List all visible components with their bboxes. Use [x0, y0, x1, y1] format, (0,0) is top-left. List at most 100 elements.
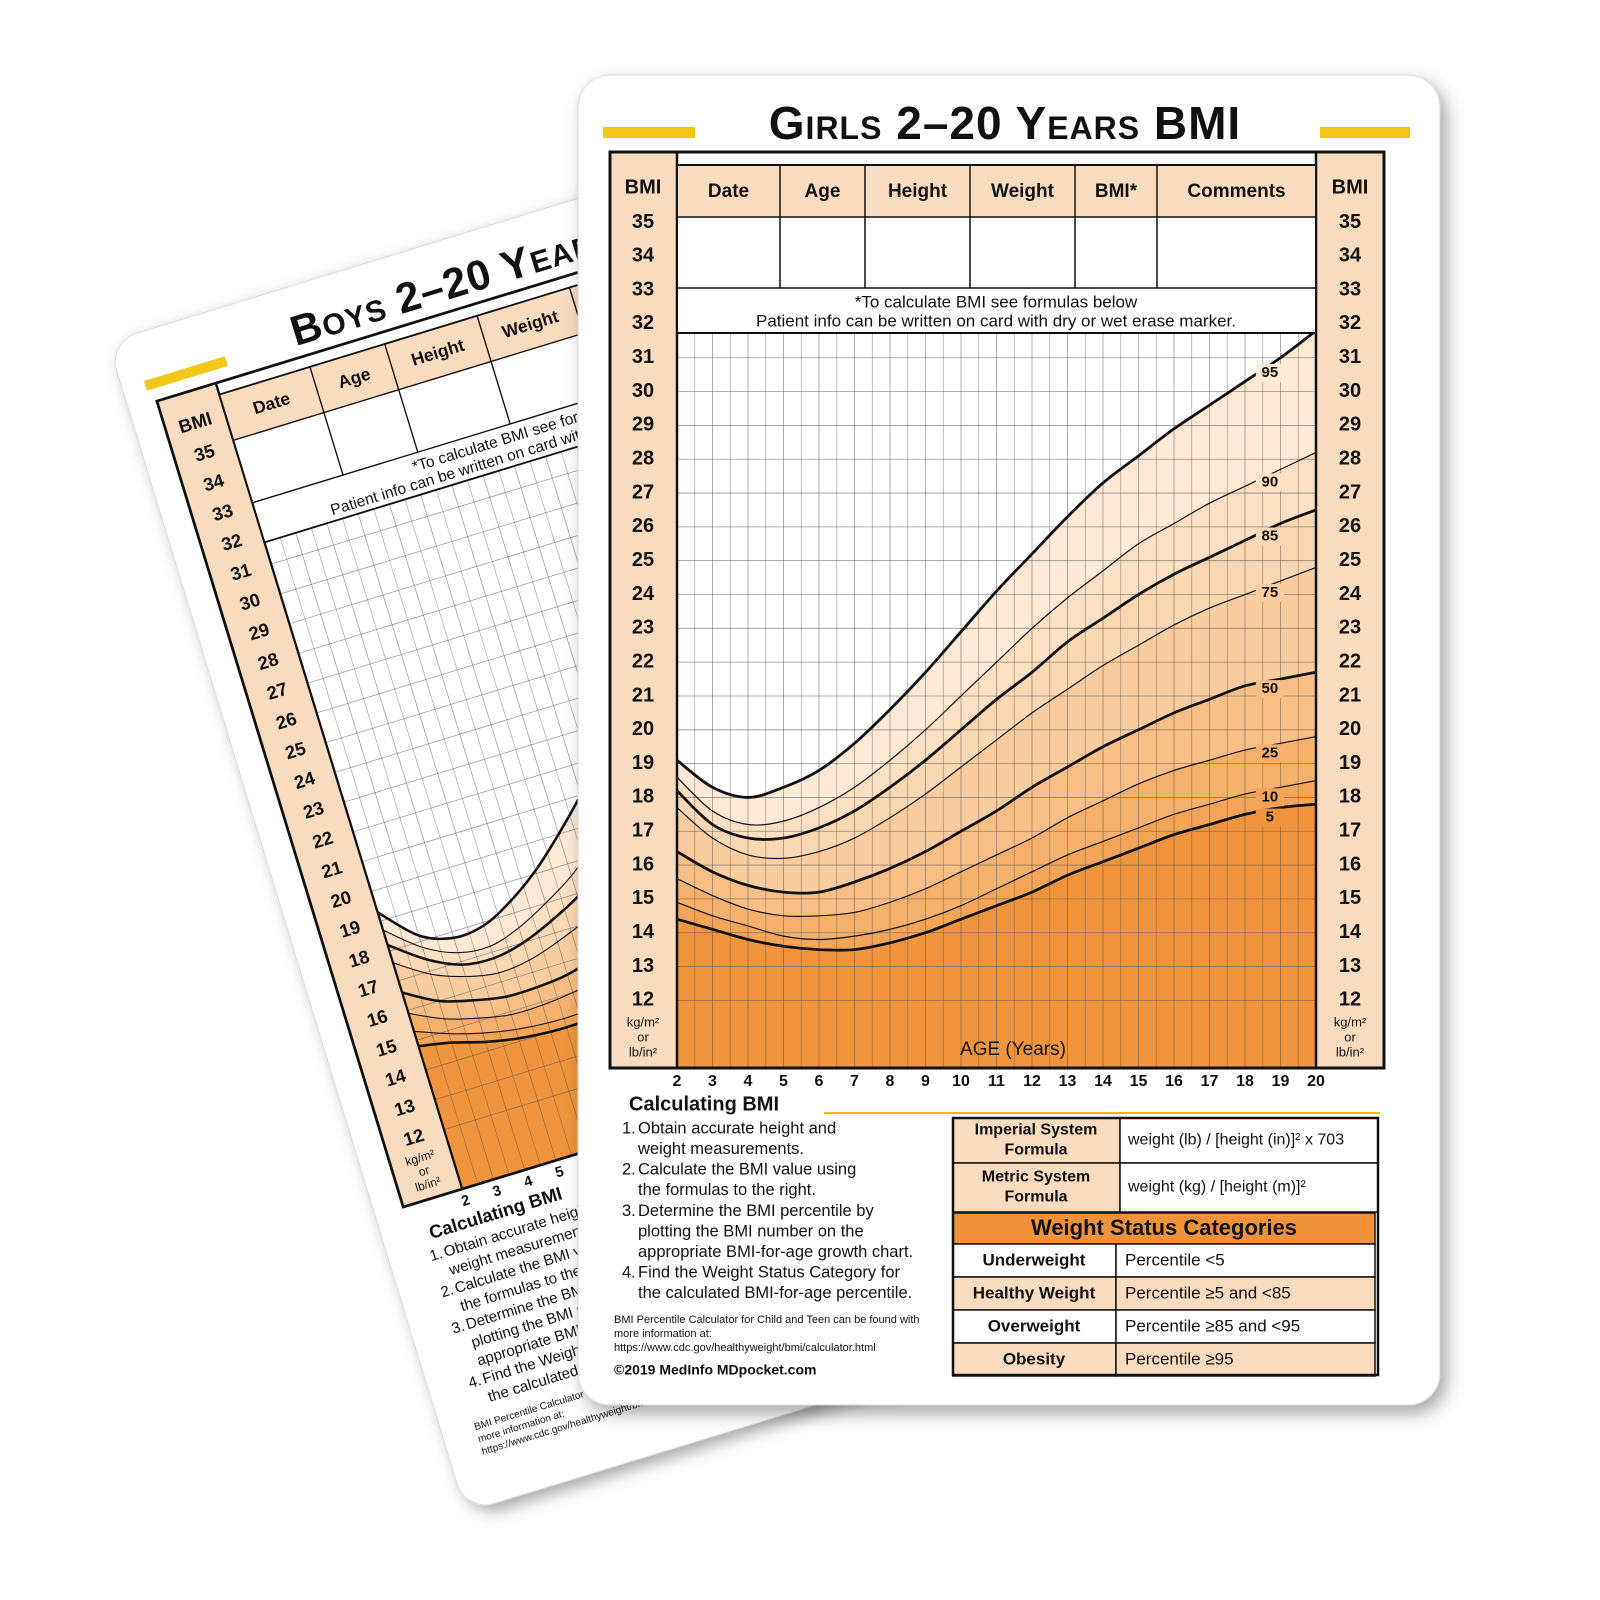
x-tick-label: 4 — [744, 1073, 753, 1090]
y-tick-label: 30 — [632, 380, 654, 402]
y-tick-label: 33 — [1339, 278, 1361, 300]
footnote: more information at: — [614, 1328, 712, 1340]
step-text: Find the Weight Status Category for — [638, 1264, 900, 1282]
record-table-head — [677, 165, 1316, 217]
y-tick-label: 20 — [1339, 718, 1361, 740]
step-number: 3. — [450, 1318, 467, 1338]
y-tick-label: 31 — [1339, 346, 1361, 368]
formula-cell — [1119, 1117, 1379, 1164]
step-text: the formulas to the right. — [638, 1181, 816, 1199]
category-cell — [1115, 1342, 1376, 1377]
table-header: Date — [708, 181, 749, 202]
right-column — [1316, 152, 1384, 1068]
category-name: Underweight — [983, 1250, 1086, 1269]
y-tick-label: 26 — [632, 515, 654, 537]
x-tick-label: 20 — [1307, 1073, 1325, 1090]
category-cell — [952, 1243, 1117, 1278]
table-note: *To calculate BMI see formulas below — [855, 292, 1138, 311]
percentile-label: 75 — [1262, 584, 1279, 601]
y-tick-label: 29 — [632, 414, 654, 436]
title-bar-right — [1320, 127, 1410, 138]
step-text: Determine the BMI percentile by — [638, 1202, 874, 1220]
x-tick-label: 18 — [1236, 1073, 1254, 1090]
y-unit: or — [637, 1029, 649, 1044]
y-tick-label: 34 — [632, 245, 655, 267]
y-tick-label: 13 — [632, 955, 654, 977]
y-tick-label: 22 — [1339, 650, 1361, 672]
card-title: Girls 2–20 Years BMI — [769, 97, 1241, 149]
y-tick-label: 24 — [632, 583, 655, 605]
categories-frame — [951, 1116, 1380, 1377]
percentile-label: 10 — [1262, 788, 1279, 805]
y-tick-label: 32 — [1339, 312, 1361, 334]
percentile-line — [676, 451, 1317, 826]
y-tick-label: 34 — [1339, 245, 1362, 267]
y-tick-label: 17 — [632, 820, 654, 842]
y-tick-label: 33 — [632, 278, 654, 300]
x-tick-label: 19 — [1272, 1073, 1290, 1090]
y-tick-label: 13 — [1339, 955, 1361, 977]
percentile-label-bg — [1255, 584, 1284, 603]
step-number: 2. — [622, 1161, 636, 1179]
percentile-label: 50 — [1262, 680, 1279, 697]
x-tick-label: 13 — [1059, 1073, 1077, 1090]
y-tick-label: 26 — [1339, 515, 1361, 537]
step-number: 1. — [428, 1245, 445, 1265]
percentile-label-bg — [1255, 363, 1284, 382]
left-column — [610, 152, 677, 1068]
y-tick-label: 21 — [632, 684, 654, 706]
y-tick-label: 25 — [632, 549, 654, 571]
y-tick-label: 29 — [1339, 414, 1361, 436]
table-divider — [476, 315, 511, 425]
table-header: Comments — [1187, 181, 1285, 202]
percentile-line — [676, 802, 1317, 952]
table-note: Patient info can be written on card with… — [756, 311, 1236, 330]
percentile-line — [676, 779, 1317, 941]
step-text: Calculate the BMI value using — [638, 1161, 856, 1179]
category-range: Percentile ≥85 and <95 — [1125, 1316, 1300, 1335]
formula-name: Imperial System — [975, 1122, 1098, 1139]
category-range: Percentile <5 — [1125, 1250, 1225, 1269]
category-cell — [952, 1309, 1117, 1344]
x-tick-label: 8 — [886, 1073, 895, 1090]
footnote: BMI Percentile Calculator for Child and … — [614, 1314, 920, 1326]
formula-name: Formula — [1004, 1142, 1067, 1159]
copyright: ©2019 MedInfo MDpocket.com — [614, 1362, 816, 1378]
y-tick-label: 18 — [1339, 786, 1361, 808]
x-axis-label: AGE (Years) — [960, 1039, 1066, 1060]
y-tick-label: 16 — [632, 853, 654, 875]
percentile-label-bg — [1255, 680, 1284, 699]
title-bar-left — [603, 127, 695, 138]
step-text: appropriate BMI-for-age growth chart. — [638, 1243, 913, 1261]
percentile-line — [676, 566, 1317, 860]
y-tick-label: 23 — [632, 617, 654, 639]
percentile-line — [676, 670, 1317, 895]
y-tick-label: 12 — [1339, 989, 1361, 1011]
x-tick-label: 5 — [779, 1073, 788, 1090]
category-name: Obesity — [1003, 1349, 1066, 1368]
y-tick-label: 17 — [1339, 820, 1361, 842]
x-tick-label: 15 — [1130, 1073, 1148, 1090]
record-table — [676, 164, 1317, 334]
y-tick-label: 19 — [1339, 752, 1361, 774]
y-unit: lb/in² — [1336, 1044, 1365, 1059]
title-bar-left — [143, 356, 228, 391]
step-text: weight measurements. — [637, 1140, 804, 1158]
percentile-line — [676, 735, 1317, 918]
percentile-label: 85 — [1262, 528, 1279, 545]
category-cell — [952, 1342, 1117, 1377]
x-tick-label: 17 — [1201, 1073, 1219, 1090]
y-axis-label: BMI — [1332, 176, 1369, 198]
step-text: Obtain accurate height and — [638, 1119, 836, 1137]
percentile-label: 25 — [1262, 744, 1279, 761]
table-divider — [384, 343, 419, 453]
y-tick-label: 15 — [632, 887, 654, 909]
table-header: Age — [805, 181, 841, 202]
x-tick-label: 6 — [815, 1073, 824, 1090]
y-unit: kg/m² — [627, 1014, 660, 1029]
y-tick-label: 31 — [632, 346, 654, 368]
y-tick-label: 24 — [1339, 583, 1362, 605]
x-tick-label: 7 — [850, 1073, 859, 1090]
